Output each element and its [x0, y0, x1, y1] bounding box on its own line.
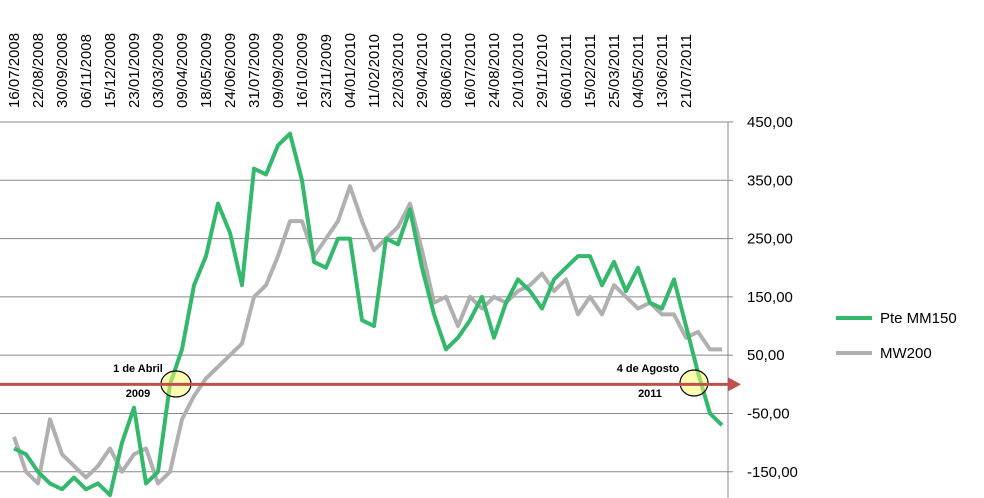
legend-label: MW200	[880, 345, 932, 362]
x-tick-label: 16/07/2010	[462, 33, 479, 108]
plot	[0, 121, 729, 498]
x-tick-label: 18/05/2009	[198, 33, 215, 108]
x-tick-label: 23/11/2009	[318, 34, 335, 108]
x-tick-label: 29/04/2010	[414, 33, 431, 108]
arrow-head	[728, 377, 741, 392]
annotation: 4 de Agosto	[617, 363, 680, 375]
x-tick-label: 21/07/2011	[678, 34, 695, 108]
y-tick-label: -150,00	[747, 464, 798, 481]
annotation: 2011	[638, 388, 662, 400]
x-tick-label: 30/09/2008	[54, 33, 71, 108]
x-tick-label: 08/06/2010	[438, 33, 455, 108]
x-tick-label: 22/08/2008	[30, 33, 47, 108]
series-line	[13, 131, 724, 498]
x-tick-label: 22/03/2010	[390, 33, 407, 108]
annotation: 2009	[126, 388, 150, 400]
x-tick-label: 24/08/2010	[486, 33, 503, 108]
x-tick-label: 16/07/2008	[6, 33, 23, 108]
x-tick-label: 15/12/2008	[102, 33, 119, 108]
x-tick-label: 25/03/2011	[606, 34, 623, 108]
x-tick-label: 11/02/2010	[366, 34, 383, 108]
y-tick-label: 350,00	[747, 172, 793, 189]
x-tick-label: 31/07/2009	[246, 33, 263, 108]
annotation: 1 de Abril	[113, 363, 163, 375]
x-tick-label: 13/06/2011	[654, 34, 671, 108]
x-tick-label: 24/06/2009	[222, 33, 239, 108]
x-tick-label: 16/10/2009	[294, 33, 311, 108]
legend-label: Pte MM150	[880, 310, 957, 327]
x-tick-label: 03/03/2009	[150, 33, 167, 108]
x-tick-label: 06/11/2008	[78, 34, 95, 108]
x-tick-label: 04/01/2010	[342, 33, 359, 108]
series-line	[12, 184, 722, 486]
y-tick-label: 50,00	[747, 347, 785, 364]
x-tick-label: 09/04/2009	[174, 33, 191, 108]
x-tick-label: 09/09/2009	[270, 33, 287, 108]
y-tick-label: 250,00	[747, 231, 793, 248]
x-tick-label: 23/01/2009	[126, 33, 143, 108]
y-tick-label: 450,00	[747, 114, 793, 131]
x-tick-label: 15/02/2011	[582, 34, 599, 108]
y-tick-label: -50,00	[747, 405, 790, 422]
y-tick-label: 150,00	[747, 289, 793, 306]
x-tick-label: 04/05/2011	[630, 34, 647, 108]
x-tick-label: 20/10/2010	[510, 33, 527, 108]
x-tick-label: 06/01/2011	[558, 34, 575, 108]
x-tick-label: 29/11/2010	[534, 34, 551, 108]
